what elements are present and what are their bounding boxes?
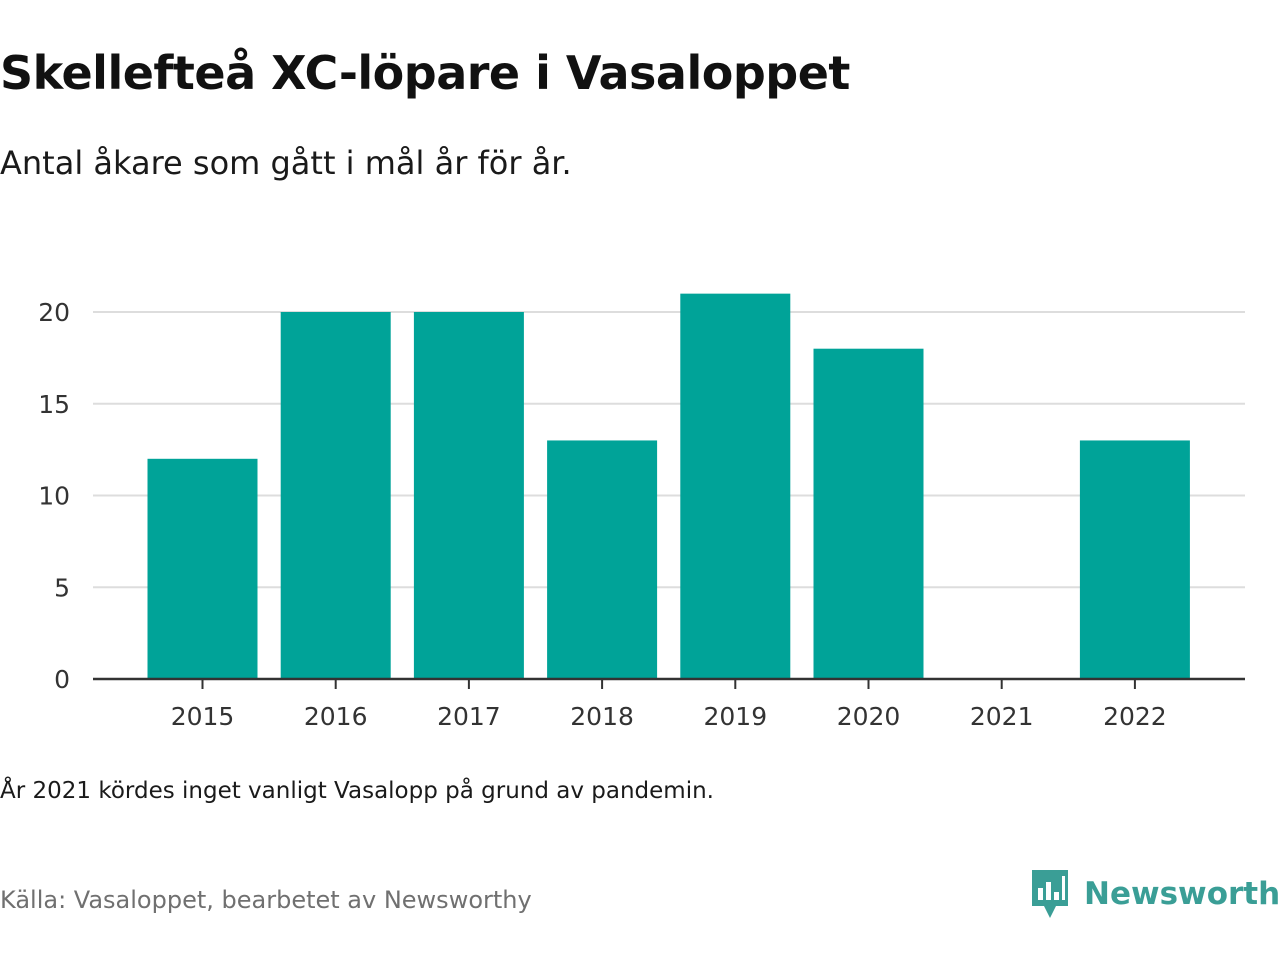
y-tick-label: 20	[38, 298, 70, 327]
newsworthy-logo-icon	[1032, 870, 1068, 918]
x-tick-label-2018: 2018	[570, 702, 634, 731]
bar-2019	[680, 293, 791, 679]
x-tick-label-2019: 2019	[703, 702, 767, 731]
bar-2015	[147, 458, 258, 679]
gridlines	[93, 311, 1245, 589]
x-tick-label-2022: 2022	[1103, 702, 1167, 731]
bar-2020	[813, 348, 924, 679]
y-tick-label: 0	[54, 665, 70, 694]
brand-name: Newsworthy	[1084, 876, 1280, 912]
bars	[147, 293, 1190, 679]
x-tick-label-2020: 2020	[837, 702, 901, 731]
source-credit: Källa: Vasaloppet, bearbetet av Newswort…	[0, 886, 532, 914]
y-tick-label: 5	[54, 573, 70, 602]
bar-2018	[547, 440, 658, 679]
chart-title: Skellefteå XC-löpare i Vasaloppet	[0, 46, 850, 100]
x-tick-label-2021: 2021	[970, 702, 1034, 731]
x-tick-label-2016: 2016	[304, 702, 368, 731]
bar-chart: 0 5 10 15 20 2015 2016 2017 2018 2019 2020 2021 202…	[38, 293, 1245, 731]
bar-2017	[413, 312, 524, 679]
y-axis-ticks: 0 5 10 15 20	[38, 298, 70, 694]
x-tick-label-2015: 2015	[171, 702, 235, 731]
bar-2016	[280, 312, 391, 679]
x-axis-ticks: 2015 2016 2017 2018 2019 2020 2021 2022	[171, 679, 1167, 731]
y-tick-label: 10	[38, 482, 70, 511]
y-tick-label: 15	[38, 390, 70, 419]
brand-logo[interactable]: Newsworthy	[1030, 868, 1280, 920]
chart-subtitle: Antal åkare som gått i mål år för år.	[0, 144, 572, 182]
bar-2022	[1079, 440, 1190, 679]
footnote: År 2021 kördes inget vanligt Vasalopp på…	[0, 778, 714, 804]
x-tick-label-2017: 2017	[437, 702, 501, 731]
